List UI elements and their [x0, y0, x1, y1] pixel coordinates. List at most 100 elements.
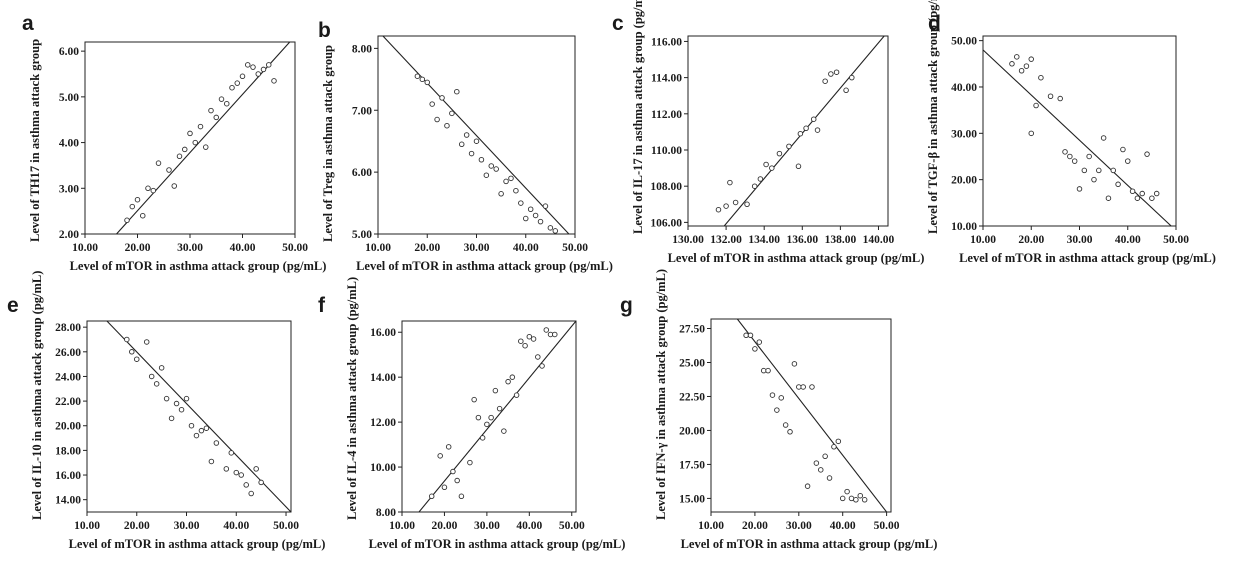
y-axis-label: Level of TGF-β in asthma attack group (p… [926, 0, 940, 234]
data-point [769, 392, 776, 398]
x-tick-label: 140.00 [863, 234, 895, 246]
data-point [248, 490, 254, 497]
y-tick-label: 26.00 [55, 347, 81, 359]
data-point [155, 160, 162, 166]
data-point [266, 62, 272, 68]
data-point [483, 172, 490, 178]
data-point [1134, 195, 1141, 201]
plot-frame [710, 318, 892, 513]
data-point [778, 395, 784, 401]
data-point [803, 125, 809, 132]
panel-e: e 10.00 20.00 30.00 40.00 50.00 14.00 16.00 18.… [7, 271, 325, 551]
data-point [498, 191, 504, 197]
data-point [513, 392, 520, 398]
y-axis-label: Level of IL-4 in asthma attack group (pg… [345, 277, 359, 520]
data-point [1038, 74, 1044, 81]
y-tick-label: 6.00 [352, 167, 372, 179]
y-tick-label: 30.00 [951, 128, 977, 140]
data-point [1062, 149, 1068, 155]
y-tick-label: 16.00 [55, 470, 81, 482]
data-point [139, 212, 146, 219]
x-tick-label: 20.00 [124, 520, 150, 532]
y-tick-label: 8.00 [376, 507, 396, 519]
data-point [197, 123, 204, 130]
data-point [228, 450, 235, 456]
data-point [258, 479, 264, 486]
data-point [153, 381, 160, 387]
data-point [202, 144, 209, 150]
data-point [1028, 56, 1034, 62]
x-tick-label: 30.00 [786, 520, 812, 532]
data-point [523, 215, 529, 222]
x-tick-label: 40.00 [1115, 234, 1141, 246]
x-tick-label: 10.00 [698, 520, 724, 532]
y-tick-label: 4.00 [59, 138, 79, 150]
data-point [445, 444, 452, 450]
data-point [1110, 167, 1117, 174]
y-tick-label: 22.50 [679, 391, 705, 403]
data-point [234, 80, 240, 86]
data-point [437, 453, 443, 459]
data-point [537, 218, 544, 225]
x-tick-label: 50.00 [559, 520, 585, 532]
data-point [723, 203, 729, 209]
data-point [233, 469, 240, 476]
data-point [192, 139, 198, 146]
data-point [791, 361, 798, 367]
data-point [168, 415, 175, 422]
x-tick-label: 30.00 [177, 242, 203, 254]
y-tick-label: 2.00 [59, 229, 79, 241]
x-axis-label: Level of mTOR in asthma attack group (pg… [70, 259, 327, 273]
data-point [458, 141, 465, 148]
y-tick-label: 5.00 [352, 229, 372, 241]
data-point [532, 212, 539, 219]
data-point [223, 466, 230, 472]
data-point [1124, 158, 1131, 164]
data-point [208, 458, 215, 465]
y-tick-label: 14.00 [370, 372, 396, 384]
data-point [547, 225, 554, 231]
data-point [809, 384, 815, 390]
plot-frame [86, 320, 292, 513]
y-tick-label: 6.00 [59, 46, 79, 58]
plot-frame [401, 320, 577, 513]
data-point [243, 482, 249, 488]
panel-letter-f: f [318, 294, 326, 317]
data-point [518, 200, 524, 206]
panel-letter-b: b [318, 19, 331, 42]
data-point [145, 185, 151, 192]
y-tick-label: 7.00 [352, 105, 372, 117]
data-point [508, 175, 514, 182]
x-tick-label: 40.00 [830, 520, 856, 532]
data-point [535, 354, 541, 360]
y-tick-label: 16.00 [370, 327, 396, 339]
data-point [1033, 102, 1039, 109]
plot-frame [687, 35, 889, 227]
panel-letter-g: g [620, 294, 633, 317]
data-point [424, 79, 431, 86]
data-point [429, 101, 435, 107]
data-point [468, 150, 475, 157]
data-point [450, 468, 456, 475]
data-point [757, 176, 764, 182]
fit-line [723, 36, 885, 226]
data-point [158, 365, 165, 371]
y-axis-label: Level of TH17 in asthma attack group [28, 39, 42, 242]
y-tick-label: 22.00 [55, 396, 81, 408]
x-tick-label: 10.00 [74, 520, 100, 532]
data-point [1129, 188, 1136, 194]
data-point [542, 203, 549, 209]
x-tick-label: 134.00 [748, 234, 780, 246]
data-point [181, 146, 188, 153]
x-tick-label: 40.00 [230, 242, 256, 254]
fit-line [736, 319, 888, 512]
data-point [134, 356, 140, 362]
data-point [552, 228, 559, 234]
data-point [797, 130, 804, 137]
x-tick-label: 10.00 [72, 242, 98, 254]
panel-letter-a: a [22, 12, 34, 35]
data-point [129, 203, 135, 210]
data-point [822, 453, 828, 460]
fit-line [382, 36, 570, 234]
data-point [763, 161, 769, 168]
